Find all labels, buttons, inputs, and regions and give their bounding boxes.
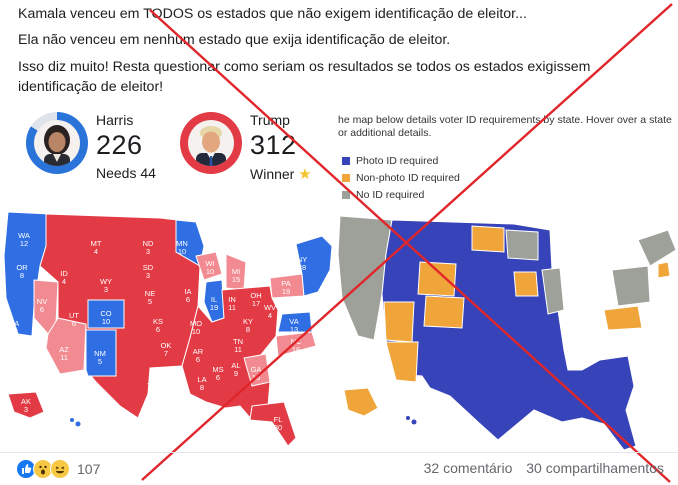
- state-ev-il: 19: [210, 303, 218, 312]
- legend-label: Non-photo ID required: [356, 171, 460, 184]
- state-ev-ny: 28: [298, 263, 306, 272]
- state-ev-ms: 6: [216, 373, 220, 382]
- state-ev-al: 9: [234, 369, 238, 378]
- state-ev-ks: 6: [156, 325, 160, 334]
- state-label-ca: CA: [9, 319, 19, 328]
- post-line-3: Isso diz muito! Resta questionar como se…: [18, 59, 591, 95]
- legend-label: No ID required: [356, 188, 425, 201]
- legend-swatch-non-photo-id: [342, 173, 350, 182]
- state-label-wy: WY: [100, 277, 112, 286]
- state-ev-co: 10: [102, 317, 110, 326]
- state-ev-nv: 6: [40, 305, 44, 314]
- comments-link[interactable]: 32 comentário: [423, 460, 513, 476]
- harris-photo: [34, 120, 80, 166]
- trump-electoral-votes: 312: [250, 130, 297, 160]
- state-ev-la: 8: [200, 383, 204, 392]
- state-ev-tn: 11: [234, 345, 242, 354]
- state-label-wa: WA: [18, 231, 30, 240]
- state-ev-ne: 5: [148, 297, 152, 306]
- state-ev-pa: 19: [282, 287, 290, 296]
- state-ev-fl: 30: [274, 423, 282, 432]
- state-ev-ut: 6: [72, 319, 76, 328]
- reactions[interactable]: 107: [16, 459, 100, 479]
- post-stats: 32 comentário 30 compartilhamentos: [414, 460, 664, 476]
- legend-item: Non-photo ID required: [342, 169, 460, 186]
- state-ev-nm: 5: [98, 357, 102, 366]
- state-label-co: CO: [100, 309, 111, 318]
- state-label-az: AZ: [59, 345, 69, 354]
- state-ev-ak: 3: [24, 405, 28, 414]
- haha-reaction-icon: [50, 459, 70, 479]
- state-label-mt: MT: [91, 239, 102, 248]
- election-map: WA12OR8CA54NV6ID4MT4WY3UT6AZ11CO10NM5ND3…: [0, 206, 336, 450]
- state-label-nv: NV: [37, 297, 47, 306]
- post-image[interactable]: Harris 226 Needs 44 Trump 312 Winner ★: [0, 106, 678, 450]
- trump-status-label: Winner: [250, 166, 295, 182]
- legend-swatch-no-id: [342, 190, 350, 199]
- voter-id-description: he map below details voter ID requiremen…: [338, 114, 672, 139]
- state-label-id: ID: [60, 269, 68, 278]
- state-ev-nd: 3: [146, 247, 150, 256]
- post-footer: 107 32 comentário 30 compartilhamentos: [0, 452, 678, 485]
- state-ev-mo: 10: [192, 327, 200, 336]
- trump-photo: [188, 120, 234, 166]
- state-ev-ca: 54: [10, 327, 18, 336]
- state-label-or: OR: [16, 263, 28, 272]
- state-ev-sd: 3: [146, 271, 150, 280]
- state-label-nm: NM: [94, 349, 106, 358]
- state-ev-wa: 12: [20, 239, 28, 248]
- voter-id-panel: he map below details voter ID requiremen…: [338, 106, 678, 450]
- state-ev-ok: 7: [164, 349, 168, 358]
- election-results-panel: Harris 226 Needs 44 Trump 312 Winner ★: [0, 106, 336, 450]
- harris-electoral-votes: 226: [96, 130, 143, 160]
- reaction-count[interactable]: 107: [77, 461, 101, 477]
- harris-status: Needs 44: [96, 165, 156, 181]
- post-line-1: Kamala venceu em TODOS os estados que nã…: [18, 6, 527, 22]
- state-ev-mt: 4: [94, 247, 98, 256]
- voter-id-map: [338, 210, 678, 450]
- state-ev-oh: 17: [252, 299, 260, 308]
- harris-name: Harris: [96, 112, 134, 128]
- state-ev-wv: 4: [268, 311, 272, 320]
- state-ev-tx: 40: [148, 389, 156, 398]
- star-icon: ★: [298, 166, 312, 183]
- shares-link[interactable]: 30 compartilhamentos: [526, 460, 664, 476]
- state-ev-mn: 10: [178, 247, 186, 256]
- voter-id-legend: Photo ID required Non-photo ID required …: [342, 152, 460, 203]
- state-ev-va: 13: [290, 325, 298, 334]
- state-ev-ga: 16: [252, 373, 260, 382]
- state-ev-sc: 9: [276, 361, 280, 370]
- state-ev-in: 11: [228, 303, 236, 312]
- state-ev-nc: 16: [292, 345, 300, 354]
- state-ev-wi: 10: [206, 267, 214, 276]
- state-ev-mi: 15: [232, 275, 240, 284]
- legend-item: No ID required: [342, 186, 460, 203]
- legend-label: Photo ID required: [356, 154, 439, 167]
- post-line-2: Ela não venceu em nenhum estado que exij…: [18, 32, 451, 48]
- trump-status: Winner ★: [250, 165, 312, 183]
- trump-name: Trump: [250, 112, 290, 128]
- state-ev-az: 11: [60, 353, 68, 362]
- state-ev-id: 4: [62, 277, 66, 286]
- legend-swatch-photo-id: [342, 156, 350, 165]
- state-ev-wy: 3: [104, 285, 108, 294]
- state-label-ak: AK: [21, 397, 31, 406]
- legend-item: Photo ID required: [342, 152, 460, 169]
- state-ev-ky: 8: [246, 325, 250, 334]
- state-ev-ar: 6: [196, 355, 200, 364]
- state-label-ut: UT: [69, 311, 79, 320]
- state-ev-ia: 6: [186, 295, 190, 304]
- state-ev-or: 8: [20, 271, 24, 280]
